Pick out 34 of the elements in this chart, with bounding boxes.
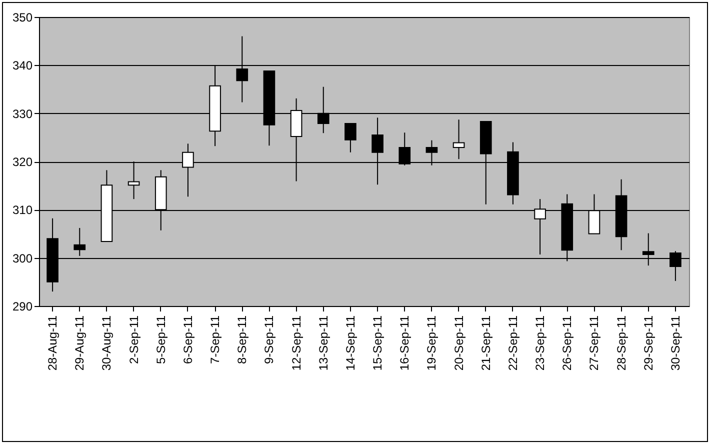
x-tick-label: 12-Sep-11 [289,315,304,371]
y-tick-label: 310 [12,203,33,218]
x-tick-label: 27-Sep-11 [587,315,602,371]
y-tick-label: 340 [12,58,33,73]
x-tick-label: 5-Sep-11 [154,315,168,364]
x-tick-label: 29-Aug-11 [72,315,87,371]
x-tick-label: 7-Sep-11 [208,315,222,364]
x-tick-label: 20-Sep-11 [452,315,466,371]
y-tick-label: 290 [12,300,33,314]
x-tick-label: 21-Sep-11 [478,315,493,371]
candlestick [344,122,356,153]
x-tick-label: 14-Sep-11 [343,315,358,371]
candlestick [74,227,86,256]
y-tick-label: 320 [12,155,33,169]
x-tick-label: 30-Sep-11 [668,315,682,371]
y-tick-label: 330 [12,106,33,121]
x-tick-label: 16-Sep-11 [398,315,412,371]
candlestick [452,119,465,160]
x-tick-label: 6-Sep-11 [180,315,195,364]
x-tick-label: 22-Sep-11 [506,315,520,371]
x-tick-label: 30-Aug-11 [100,315,114,371]
x-tick-label: 26-Sep-11 [560,315,574,371]
x-tick-label: 13-Sep-11 [316,315,330,371]
x-tick-label: 8-Sep-11 [235,315,250,364]
y-tick-label: 350 [12,10,33,24]
x-tick-label: 28-Aug-11 [46,315,60,371]
x-tick-label: 2-Sep-11 [126,315,141,364]
y-tick-label: 300 [12,251,33,266]
x-tick-label: 19-Sep-11 [424,315,439,371]
x-tick-label: 15-Sep-11 [370,315,385,371]
x-tick-label: 23-Sep-11 [533,315,548,371]
x-tick-label: 29-Sep-11 [641,315,656,371]
x-tick-label: 9-Sep-11 [262,315,276,364]
x-tick-label: 28-Sep-11 [614,315,628,371]
